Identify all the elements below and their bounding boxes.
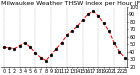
Text: Milwaukee Weather THSW Index per Hour (F) (Last 24 Hours): Milwaukee Weather THSW Index per Hour (F… [1,1,140,6]
